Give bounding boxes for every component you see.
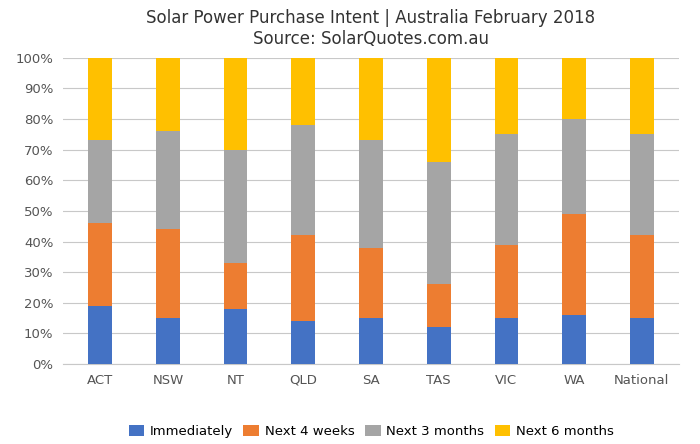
Bar [427,162,451,285]
Bar [562,119,586,214]
Bar [224,309,248,364]
Bar [630,135,654,235]
Bar [427,285,451,327]
Bar [427,58,451,162]
Bar [630,58,654,134]
Bar [224,58,248,150]
Bar [88,223,112,306]
Bar [291,321,315,364]
Bar [359,140,383,248]
Bar [291,125,315,235]
Bar [562,315,586,364]
Bar [494,318,518,364]
Bar [494,134,518,245]
Bar [88,306,112,364]
Title: Solar Power Purchase Intent | Australia February 2018
Source: SolarQuotes.com.au: Solar Power Purchase Intent | Australia … [146,9,596,48]
Bar [88,140,112,223]
Bar [562,214,586,315]
Bar [427,327,451,364]
Bar [224,150,248,263]
Bar [630,318,654,364]
Bar [562,58,586,119]
Bar [156,58,180,131]
Bar [156,229,180,318]
Bar [88,58,112,140]
Bar [359,248,383,318]
Bar [359,318,383,364]
Bar [291,235,315,321]
Bar [359,58,383,140]
Bar [156,318,180,364]
Legend: Immediately, Next 4 weeks, Next 3 months, Next 6 months: Immediately, Next 4 weeks, Next 3 months… [123,420,619,443]
Bar [156,131,180,229]
Bar [224,263,248,309]
Bar [291,58,315,125]
Bar [494,245,518,318]
Bar [494,58,518,134]
Bar [630,235,654,318]
